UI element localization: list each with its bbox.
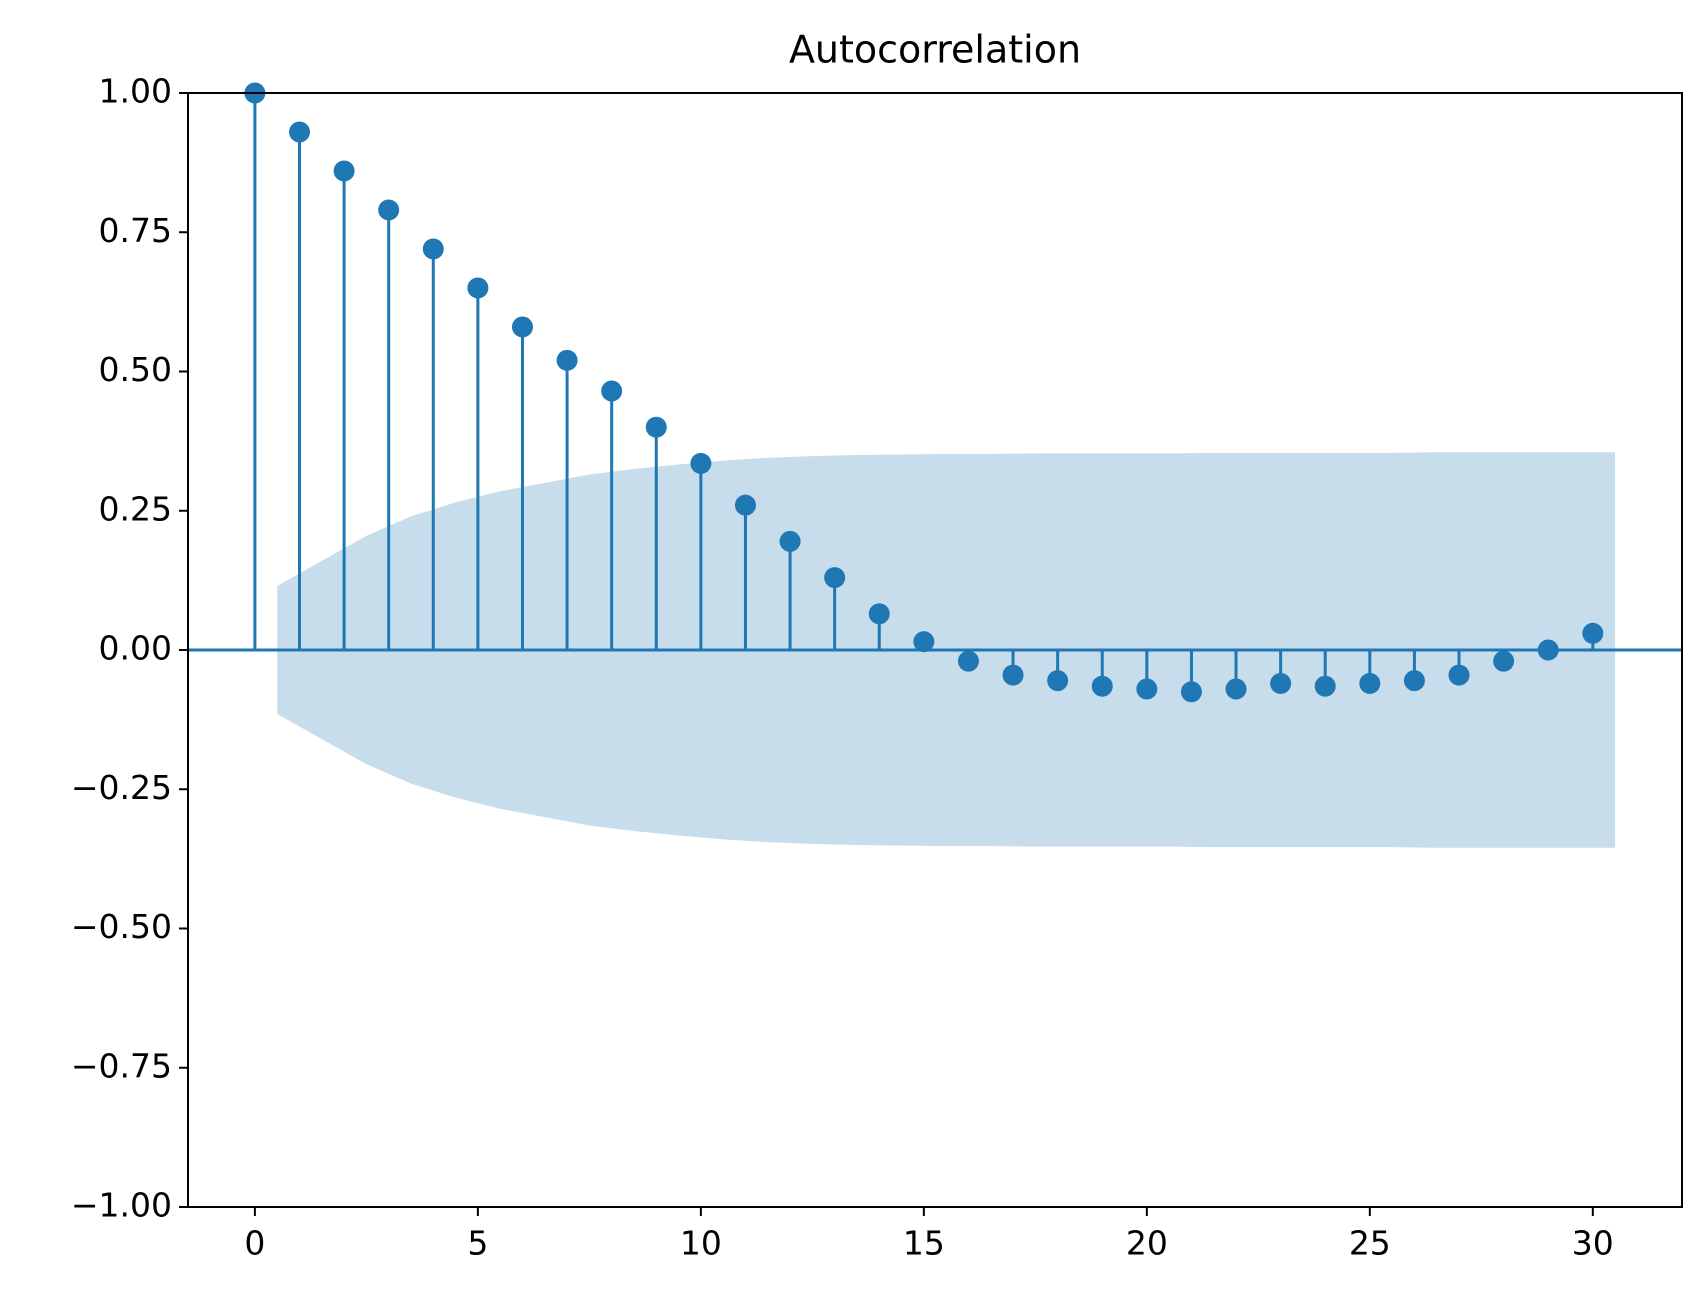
marker xyxy=(1314,675,1336,697)
chart-title: Autocorrelation xyxy=(789,28,1081,72)
marker xyxy=(1225,678,1247,700)
marker xyxy=(734,494,756,516)
marker xyxy=(556,349,578,371)
marker xyxy=(868,603,890,625)
marker xyxy=(824,567,846,589)
marker xyxy=(1270,672,1292,694)
marker xyxy=(1136,678,1158,700)
marker xyxy=(1091,675,1113,697)
marker xyxy=(1403,670,1425,692)
marker xyxy=(1047,670,1069,692)
x-tick-label: 20 xyxy=(1126,1224,1168,1263)
marker xyxy=(288,121,310,143)
y-tick-label: 0.25 xyxy=(99,489,172,528)
marker xyxy=(1493,650,1515,672)
marker xyxy=(779,530,801,552)
marker xyxy=(422,238,444,260)
x-tick-label: 30 xyxy=(1572,1224,1614,1263)
marker xyxy=(690,452,712,474)
marker xyxy=(1359,672,1381,694)
y-tick-label: 1.00 xyxy=(99,72,172,111)
x-tick-label: 0 xyxy=(244,1224,265,1263)
marker xyxy=(511,316,533,338)
y-tick-label: −0.75 xyxy=(71,1046,172,1085)
marker xyxy=(601,380,623,402)
marker xyxy=(1582,622,1604,644)
y-tick-label: −1.00 xyxy=(71,1186,172,1225)
x-tick-label: 10 xyxy=(680,1224,722,1263)
marker xyxy=(1002,664,1024,686)
marker xyxy=(467,277,489,299)
marker xyxy=(1180,681,1202,703)
x-tick-label: 25 xyxy=(1349,1224,1391,1263)
x-tick-label: 15 xyxy=(903,1224,945,1263)
y-tick-label: 0.75 xyxy=(99,211,172,250)
marker xyxy=(957,650,979,672)
marker xyxy=(1537,639,1559,661)
y-tick-label: −0.50 xyxy=(71,907,172,946)
y-tick-label: 0.00 xyxy=(99,629,172,668)
marker xyxy=(378,199,400,221)
marker xyxy=(645,416,667,438)
marker xyxy=(913,631,935,653)
marker xyxy=(333,160,355,182)
y-tick-label: −0.25 xyxy=(71,768,172,807)
y-tick-label: 0.50 xyxy=(99,350,172,389)
x-tick-label: 5 xyxy=(467,1224,488,1263)
marker xyxy=(1448,664,1470,686)
